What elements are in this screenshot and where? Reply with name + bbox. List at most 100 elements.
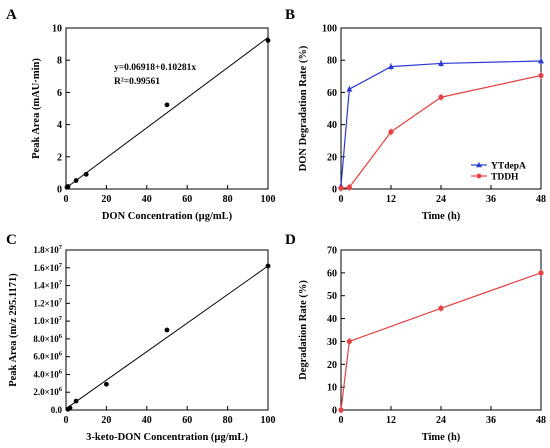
y-tick-label: 8 [57, 56, 62, 67]
x-tick-label: 36 [486, 194, 496, 205]
x-tick-label: 80 [223, 194, 233, 205]
legend-marker [476, 162, 482, 168]
y-tick-label: 1.6×107 [33, 262, 62, 273]
panel-d: 0 12 24 36 48 0 10 20 30 40 50 60 70 Time (h) Degradat… [298, 246, 546, 444]
y-tick-label: 6.0×106 [33, 351, 62, 362]
x-tick-label: 100 [261, 415, 276, 426]
panel-label-a: A [6, 7, 17, 23]
data-point [83, 171, 89, 177]
series-line-d-0 [340, 272, 542, 411]
fit-r-squared: R²=0.99561 [114, 77, 160, 87]
data-point [346, 338, 352, 345]
y-tick-label: 8.0×106 [33, 333, 62, 344]
data-point [338, 407, 344, 413]
panel-b: 0 12 24 36 48 0 20 40 60 80 100 Time (h) DON Degrada… [298, 24, 546, 223]
x-tick-label: 24 [436, 415, 446, 426]
y-tick-label: 80 [327, 56, 337, 67]
x-axis-label-c: 3-keto-DON Concentration (µg/mL) [86, 432, 248, 443]
y-tick-label: 6 [57, 88, 62, 99]
data-point [538, 57, 544, 64]
x-tick-label: 0 [339, 194, 344, 205]
y-tick-label: 1.0×107 [33, 315, 62, 326]
data-point [388, 129, 394, 135]
data-point [388, 63, 394, 70]
plot-frame-d [340, 249, 542, 411]
y-tick-label: 1.4×107 [33, 280, 62, 291]
panel-label-c: C [6, 232, 17, 248]
y-tick-label: 40 [327, 314, 337, 325]
data-point [164, 327, 170, 333]
x-tick-label: 0 [64, 194, 69, 205]
y-tick-label: 70 [327, 246, 337, 257]
x-tick-label: 20 [101, 194, 111, 205]
x-tick-label: 60 [182, 415, 192, 426]
y-tick-label: 1.2×107 [33, 297, 62, 308]
data-point [438, 60, 444, 66]
y-tick-label: 60 [327, 88, 337, 99]
x-tick-label: 40 [142, 415, 152, 426]
y-tick-label: 2 [57, 152, 62, 163]
legend-label: TDDH [491, 173, 519, 183]
y-tick-label: 0 [332, 185, 337, 196]
panel-label-b: B [285, 7, 295, 23]
x-tick-label: 80 [223, 415, 233, 426]
data-point [265, 38, 271, 43]
legend-marker [476, 173, 482, 179]
data-point [104, 381, 109, 387]
data-point [73, 398, 79, 404]
data-point [338, 185, 344, 191]
x-tick-label: 36 [486, 415, 496, 426]
panel-label-d: D [285, 232, 296, 248]
y-tick-label: 60 [327, 268, 337, 279]
y-axis-label-c: Peak Area (m/z 295.1171) [8, 273, 19, 387]
y-tick-label: 1.8×107 [33, 244, 62, 255]
x-tick-label: 24 [436, 194, 446, 205]
y-tick-label: 40 [327, 120, 337, 131]
data-point [65, 184, 71, 189]
data-point [346, 184, 352, 190]
y-tick-label: 0 [57, 185, 62, 196]
data-point [164, 102, 170, 108]
fit-line-a [65, 37, 269, 189]
y-axis-label-b: DON Degradation Rate (%) [298, 45, 309, 171]
x-tick-label: 48 [536, 415, 546, 426]
x-tick-label: 40 [142, 194, 152, 205]
data-point [265, 263, 271, 269]
y-tick-label: 20 [327, 360, 337, 371]
y-tick-label: 0 [332, 406, 337, 417]
y-tick-label: 50 [327, 291, 337, 302]
x-tick-label: 48 [536, 194, 546, 205]
y-tick-label: 20 [327, 152, 337, 163]
fit-line-c [65, 265, 269, 410]
x-tick-label: 20 [101, 415, 111, 426]
x-axis-label-a: DON Concentration (µg/mL) [102, 211, 233, 222]
y-tick-label: 10 [327, 383, 337, 394]
x-axis-label-d: Time (h) [422, 432, 461, 443]
data-point [538, 72, 544, 79]
plot-frame-a [65, 27, 269, 190]
y-tick-label: 0.0 [51, 405, 63, 415]
y-axis-label-a: Peak Area (mAU·min) [31, 58, 42, 159]
x-tick-label: 60 [182, 194, 192, 205]
y-tick-label: 100 [322, 24, 337, 35]
y-tick-label: 4.0×106 [33, 368, 62, 379]
y-tick-label: 10 [52, 24, 62, 35]
legend-label: YTdepA [491, 162, 526, 172]
y-tick-label: 4 [57, 120, 62, 131]
x-axis-label-b: Time (h) [422, 211, 461, 222]
data-point [438, 94, 444, 100]
fit-equation: y=0.06918+0.10281x [114, 63, 196, 73]
y-axis-label-d: Degradation Rate (%) [298, 280, 309, 380]
x-tick-label: 0 [339, 415, 344, 426]
panel-a: 0 20 40 60 80 100 0 2 4 6 8 10 DON Concentration (µg… [31, 24, 276, 223]
data-point [538, 270, 544, 276]
x-tick-label: 0 [64, 415, 69, 426]
x-tick-label: 12 [386, 194, 396, 205]
data-point [73, 178, 79, 183]
data-point [438, 305, 444, 311]
plot-frame-c [65, 249, 269, 411]
data-point [346, 85, 353, 92]
data-point [67, 405, 73, 411]
